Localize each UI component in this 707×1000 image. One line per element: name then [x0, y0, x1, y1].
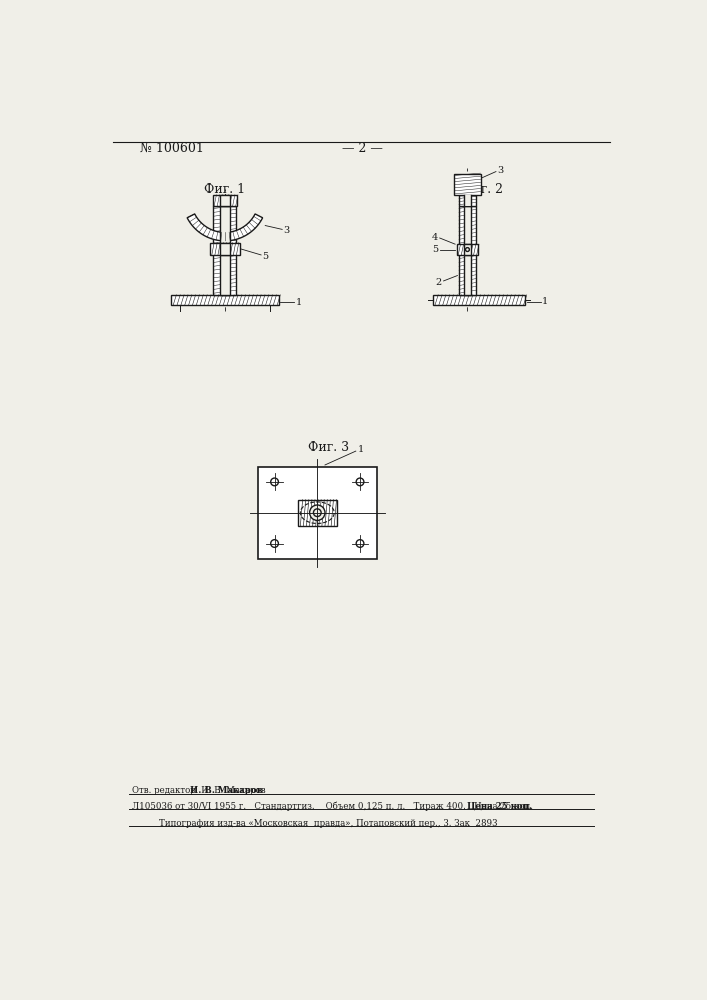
- Text: 3: 3: [284, 226, 290, 235]
- Circle shape: [271, 478, 279, 486]
- Circle shape: [356, 540, 364, 547]
- Bar: [219, 206, 230, 295]
- Bar: [464, 244, 472, 255]
- Circle shape: [313, 509, 321, 517]
- Bar: [298, 500, 337, 526]
- Text: 5: 5: [432, 245, 438, 254]
- Bar: [219, 195, 230, 206]
- Text: Л105036 от 30/VI 1955 г.   Стандартгиз.    Объем 0,125 п. л.   Тираж 400.   Цена: Л105036 от 30/VI 1955 г. Стандартгиз. Об…: [132, 801, 534, 811]
- Text: 4: 4: [432, 233, 438, 242]
- Text: Фиг. 2: Фиг. 2: [462, 183, 503, 196]
- Polygon shape: [187, 214, 262, 241]
- Text: 1: 1: [357, 445, 363, 454]
- Bar: [210, 243, 240, 255]
- Circle shape: [310, 505, 325, 520]
- Text: 1: 1: [542, 297, 549, 306]
- Bar: [459, 206, 476, 295]
- Circle shape: [356, 478, 364, 486]
- Bar: [219, 243, 230, 255]
- Text: Типография изд-ва «Московская  правда», Потаповский пер., 3. Зак  2893: Типография изд-ва «Московская правда», П…: [160, 819, 498, 828]
- Bar: [433, 295, 525, 305]
- Text: 5: 5: [262, 252, 269, 261]
- Bar: [213, 195, 238, 206]
- Text: И. В. Макаров: И. В. Макаров: [190, 786, 263, 795]
- Bar: [457, 244, 478, 255]
- Circle shape: [271, 540, 279, 547]
- Text: — 2 —: — 2 —: [341, 142, 382, 155]
- Text: Отв. редактор  И. В. Макаров: Отв. редактор И. В. Макаров: [132, 786, 266, 795]
- Circle shape: [465, 248, 469, 251]
- Bar: [455, 174, 481, 195]
- Bar: [257, 466, 377, 559]
- Text: 1: 1: [296, 298, 302, 307]
- Text: 2: 2: [436, 278, 442, 287]
- Bar: [459, 195, 476, 206]
- Text: Фиг. 1: Фиг. 1: [204, 183, 245, 196]
- Bar: [464, 195, 472, 206]
- Text: Цена 25 коп.: Цена 25 коп.: [467, 802, 532, 811]
- Bar: [214, 206, 236, 295]
- Bar: [464, 206, 472, 295]
- Text: № 100601: № 100601: [140, 142, 204, 155]
- Bar: [171, 295, 279, 305]
- Text: 3: 3: [498, 166, 503, 175]
- Text: Фиг. 3: Фиг. 3: [308, 441, 349, 454]
